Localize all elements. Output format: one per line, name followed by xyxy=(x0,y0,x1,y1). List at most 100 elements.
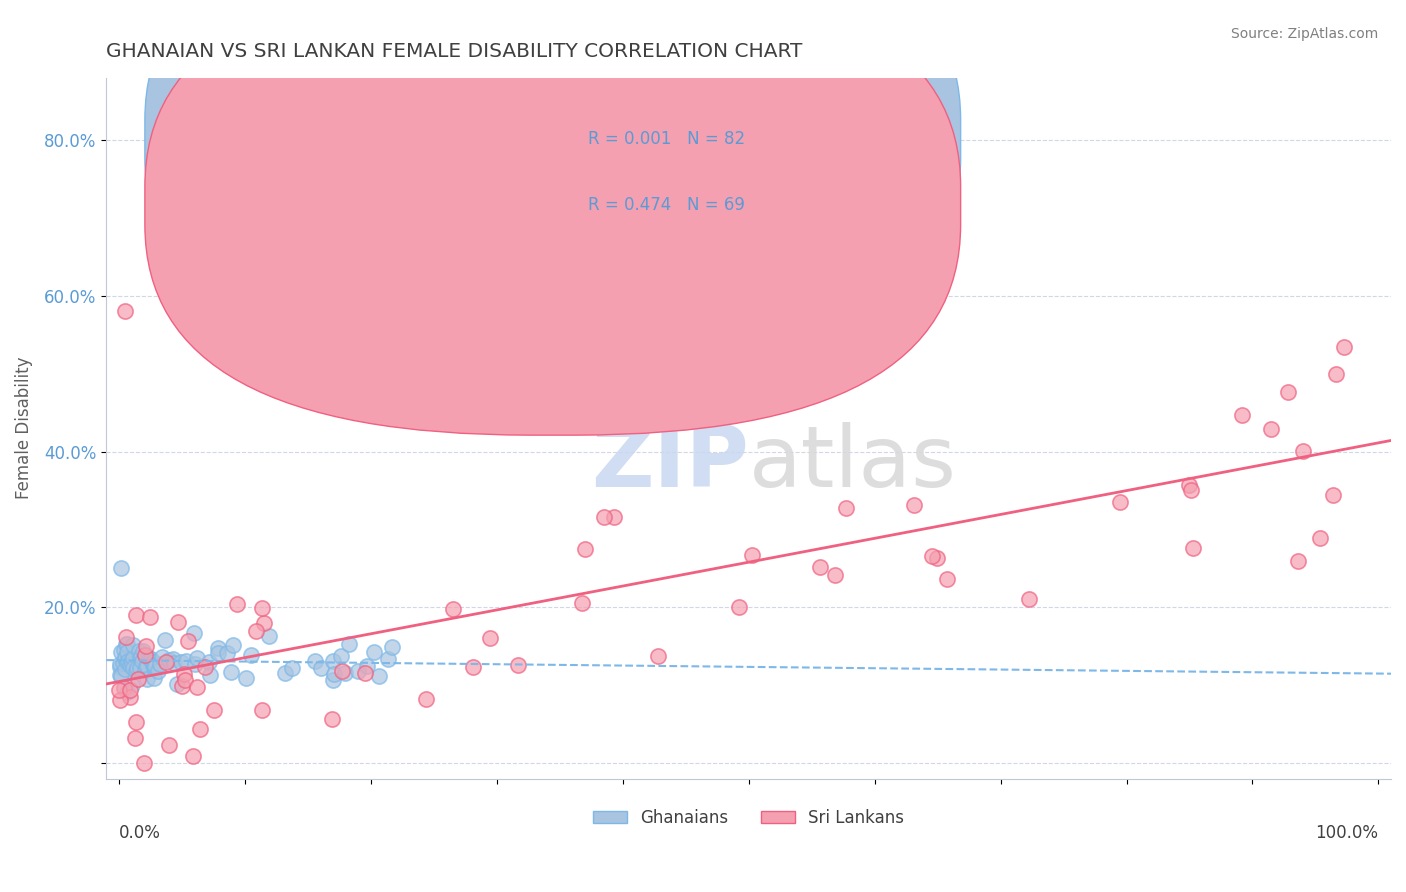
Point xyxy=(1326,367,1348,381)
Point xyxy=(377,652,399,666)
Point xyxy=(202,703,225,717)
Point xyxy=(322,673,344,687)
Point xyxy=(142,672,165,686)
Point xyxy=(174,673,197,687)
Point xyxy=(593,510,616,524)
Point xyxy=(115,637,138,651)
Point xyxy=(125,665,148,679)
Point xyxy=(235,671,257,685)
Point xyxy=(250,600,273,615)
Point xyxy=(253,615,276,630)
Point xyxy=(330,665,353,679)
Point xyxy=(118,683,141,698)
Point xyxy=(111,656,134,670)
Point xyxy=(304,654,326,668)
Point xyxy=(321,712,343,726)
Point xyxy=(110,645,132,659)
Text: Source: ZipAtlas.com: Source: ZipAtlas.com xyxy=(1230,27,1378,41)
Point xyxy=(125,715,148,730)
Point xyxy=(186,651,208,665)
Text: 100.0%: 100.0% xyxy=(1316,824,1378,842)
Point xyxy=(245,624,267,639)
Point xyxy=(108,682,131,697)
Point xyxy=(415,692,437,706)
Point xyxy=(128,644,150,658)
Point xyxy=(574,542,596,557)
Point xyxy=(936,572,959,586)
Point xyxy=(381,640,404,654)
Point xyxy=(120,654,142,668)
Point xyxy=(834,500,856,515)
Point xyxy=(506,658,529,673)
Point xyxy=(322,667,344,681)
Point xyxy=(363,645,385,659)
Point xyxy=(110,667,132,681)
Point xyxy=(138,651,160,665)
Point xyxy=(741,548,763,562)
Point xyxy=(136,672,159,686)
Point xyxy=(129,648,152,663)
Point xyxy=(135,659,157,673)
Point xyxy=(132,643,155,657)
Point xyxy=(219,665,242,680)
Text: R = 0.474   N = 69: R = 0.474 N = 69 xyxy=(588,196,745,214)
Point xyxy=(309,661,332,675)
Point xyxy=(114,630,136,644)
Text: R = 0.001   N = 82: R = 0.001 N = 82 xyxy=(588,130,745,148)
Point xyxy=(124,731,146,745)
Point xyxy=(927,250,949,264)
Point xyxy=(120,658,142,673)
Point xyxy=(115,636,138,650)
Point xyxy=(121,657,143,672)
Point xyxy=(1322,488,1344,502)
FancyBboxPatch shape xyxy=(145,0,960,435)
Point xyxy=(1018,591,1040,606)
Point xyxy=(184,657,207,671)
Point xyxy=(115,655,138,669)
Point xyxy=(198,668,221,682)
Point xyxy=(207,646,229,660)
Point xyxy=(808,560,831,574)
Point xyxy=(146,664,169,678)
Point xyxy=(152,650,174,665)
Point xyxy=(1260,421,1282,435)
Point xyxy=(441,602,464,616)
Point xyxy=(132,756,155,770)
Point xyxy=(135,658,157,673)
Point xyxy=(108,693,131,707)
Point xyxy=(108,660,131,674)
Point xyxy=(170,679,193,693)
Point xyxy=(215,646,238,660)
Point xyxy=(333,665,356,680)
Point xyxy=(121,650,143,665)
Point xyxy=(110,669,132,683)
Point xyxy=(186,680,208,694)
Text: ZIP: ZIP xyxy=(591,422,748,505)
Point xyxy=(259,629,281,643)
Point xyxy=(110,561,132,575)
Point xyxy=(1309,532,1331,546)
Point xyxy=(110,657,132,671)
Point xyxy=(240,648,263,662)
Point xyxy=(127,673,149,687)
Point xyxy=(728,600,751,615)
Point xyxy=(368,669,391,683)
Point xyxy=(134,648,156,662)
Point xyxy=(112,643,135,657)
Point xyxy=(163,656,186,670)
Point xyxy=(647,648,669,663)
Point xyxy=(903,498,925,512)
Point xyxy=(134,663,156,677)
Point xyxy=(176,654,198,668)
FancyBboxPatch shape xyxy=(145,0,960,368)
Point xyxy=(1232,408,1254,422)
Point xyxy=(125,661,148,675)
Point xyxy=(114,650,136,665)
Point xyxy=(1109,495,1132,509)
Text: GHANAIAN VS SRI LANKAN FEMALE DISABILITY CORRELATION CHART: GHANAIAN VS SRI LANKAN FEMALE DISABILITY… xyxy=(107,42,803,61)
Point xyxy=(170,655,193,669)
Point xyxy=(114,650,136,665)
Point xyxy=(135,639,157,653)
Point xyxy=(129,661,152,675)
Point xyxy=(162,652,184,666)
